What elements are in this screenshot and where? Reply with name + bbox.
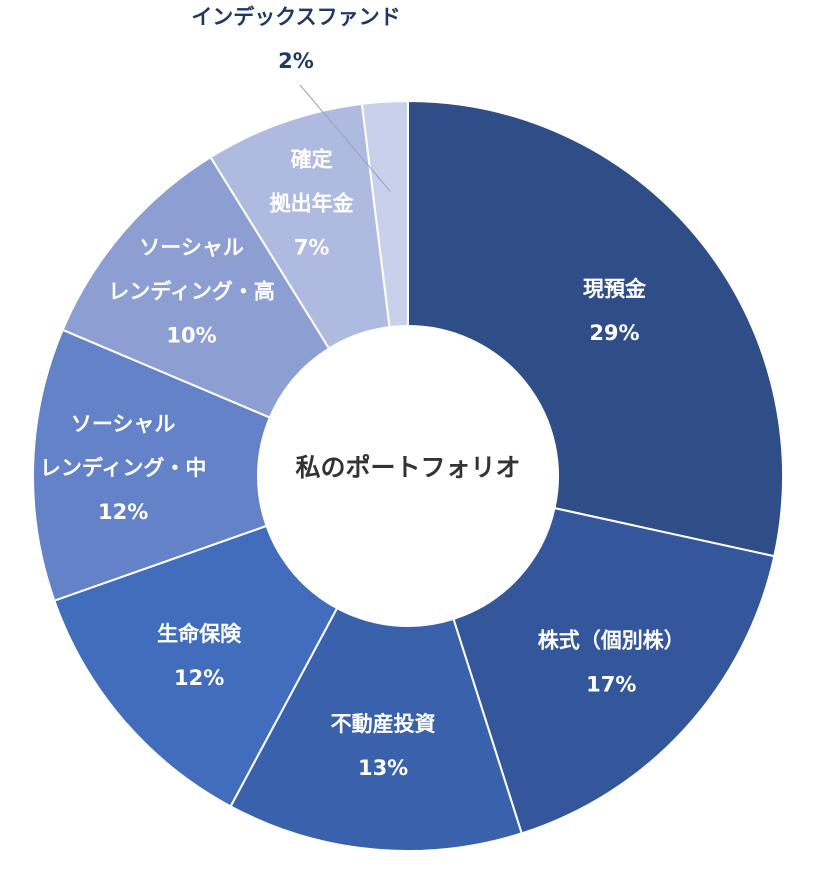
slice-value-label: 12% bbox=[174, 666, 224, 690]
donut-slice-4 bbox=[53, 524, 339, 808]
slice-name-label: ソーシャル bbox=[139, 236, 244, 260]
slice-value-label: 17% bbox=[586, 672, 636, 696]
slice-value-label: 2% bbox=[278, 49, 314, 73]
donut-slice-2 bbox=[452, 506, 776, 835]
donut-slice-8 bbox=[360, 99, 409, 329]
slice-name-label: 確定 bbox=[291, 147, 333, 171]
slice-name-label: 現預金 bbox=[583, 277, 647, 301]
slice-value-label: 12% bbox=[98, 500, 148, 524]
slice-name-label: レンディング・中 bbox=[40, 456, 207, 480]
slice-value-label: 7% bbox=[294, 235, 330, 259]
slice-value-label: 10% bbox=[166, 324, 216, 348]
donut-slice-6 bbox=[61, 155, 331, 419]
donut-slice-3 bbox=[229, 606, 523, 852]
slice-name-label: ソーシャル bbox=[71, 412, 176, 436]
slice-name-label: インデックスファンド bbox=[191, 5, 400, 29]
donut-slice-1 bbox=[407, 99, 784, 558]
slice-name-label: 株式（個別株） bbox=[538, 628, 685, 652]
slice-value-label: 29% bbox=[589, 321, 639, 345]
slice-labels: 現預金29%株式（個別株）17%不動産投資13%生命保険12%ソーシャルレンディ… bbox=[40, 5, 685, 780]
slice-name-label: 拠出年金 bbox=[270, 191, 355, 215]
leader-line bbox=[299, 84, 391, 192]
slice-name-label: レンディング・高 bbox=[108, 280, 275, 304]
slice-name-label: 生命保険 bbox=[157, 622, 242, 646]
slice-value-label: 13% bbox=[358, 756, 408, 780]
donut-slice-5 bbox=[32, 328, 272, 602]
donut-slices bbox=[32, 99, 784, 852]
slice-name-label: 不動産投資 bbox=[331, 712, 436, 736]
chart-title: 私のポートフォリオ bbox=[295, 453, 520, 482]
